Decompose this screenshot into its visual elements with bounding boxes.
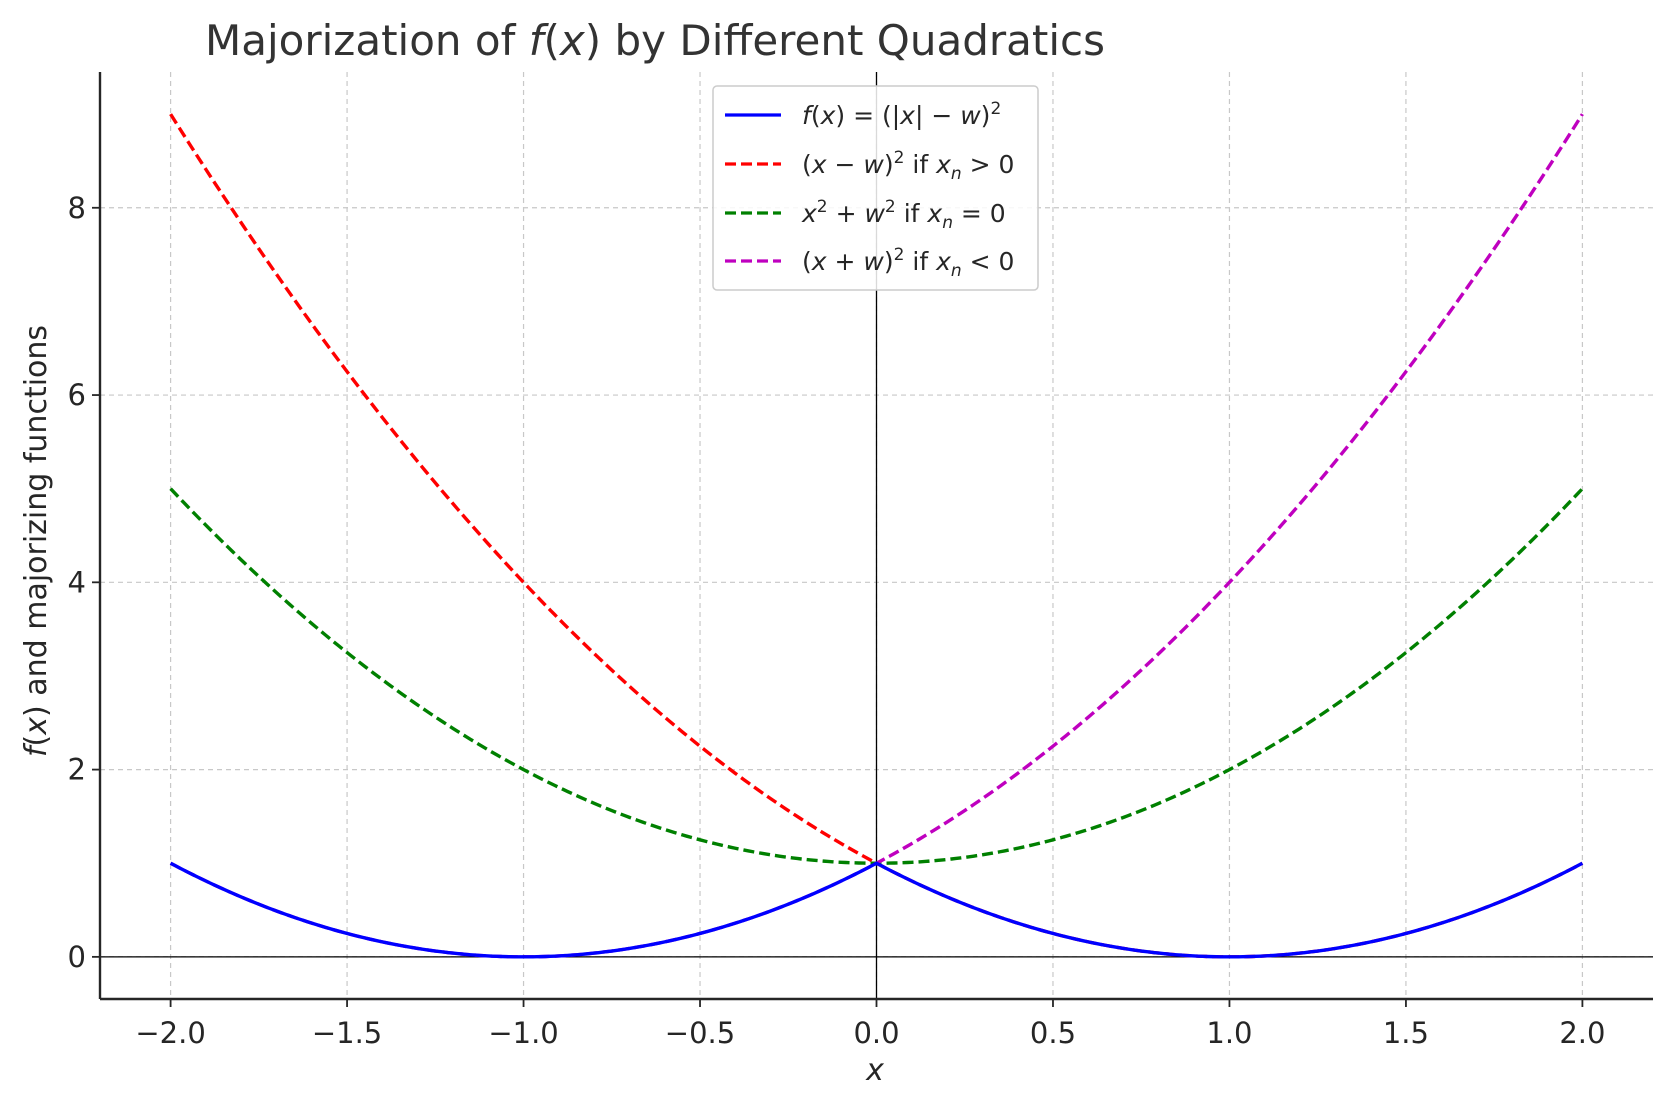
y-axis-label: f(x) and majorizing functions — [19, 325, 54, 757]
series-layer — [169, 113, 1584, 959]
y-axis-ticks: 0 2 4 6 8 — [68, 191, 100, 974]
chart-title: Majorization of f(x) by Different Quadra… — [205, 16, 1105, 65]
x-tick-label: 1.5 — [1383, 1016, 1429, 1050]
x-tick-label: −2.0 — [135, 1016, 205, 1050]
y-tick-label: 4 — [68, 565, 86, 599]
legend: f(x) = (|x| − w)2 (x − w)2 if xn > 0 x2 … — [712, 85, 1039, 291]
legend-entry-sum: x2 + w2 if xn = 0 — [801, 197, 1006, 233]
legend-frame — [712, 85, 1039, 291]
x-tick-label: 0.5 — [1030, 1016, 1076, 1050]
x-tick-label: 1.0 — [1206, 1016, 1252, 1050]
x-axis-label: x — [865, 1053, 884, 1088]
y-tick-label: 2 — [68, 753, 86, 787]
x-tick-label: 2.0 — [1559, 1016, 1605, 1050]
x-tick-label: −0.5 — [665, 1016, 735, 1050]
x-tick-label: −1.5 — [312, 1016, 382, 1050]
legend-entry-minus-w: (x − w)2 if xn > 0 — [802, 148, 1014, 184]
y-tick-label: 8 — [68, 191, 86, 225]
y-tick-label: 6 — [68, 378, 86, 412]
legend-entry-f: f(x) = (|x| − w)2 — [802, 99, 1001, 130]
x-tick-label: −1.0 — [488, 1016, 558, 1050]
y-tick-label: 0 — [68, 940, 86, 974]
series-line-f — [169, 861, 1584, 959]
x-axis-ticks: −2.0 −1.5 −1.0 −0.5 0.0 0.5 1.0 1.5 2.0 — [135, 999, 1605, 1050]
legend-entry-plus-w: (x + w)2 if xn < 0 — [802, 245, 1014, 281]
x-tick-label: 0.0 — [853, 1016, 899, 1050]
